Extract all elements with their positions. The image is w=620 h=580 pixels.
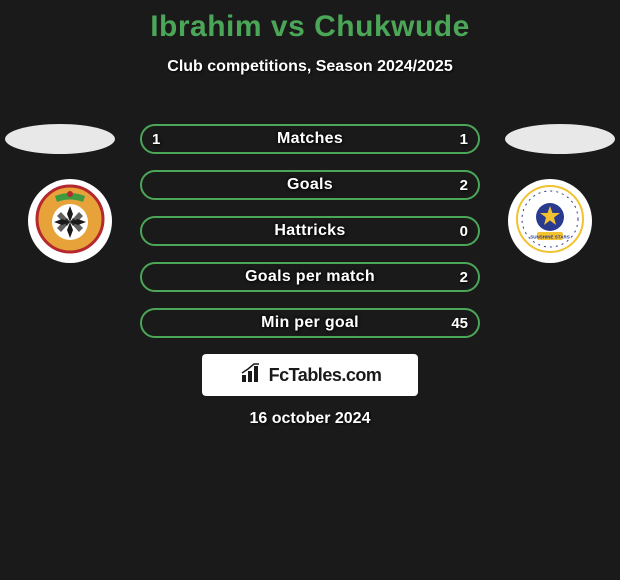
stat-bar-goals: Goals 2 <box>140 170 480 200</box>
vs-separator: vs <box>271 10 305 43</box>
kwara-united-icon <box>35 184 105 259</box>
stat-bars: 1 Matches 1 Goals 2 Hattricks 0 Goals pe… <box>140 124 480 354</box>
stat-label: Hattricks <box>142 218 478 244</box>
stat-label: Min per goal <box>142 310 478 336</box>
stat-bar-goals-per-match: Goals per match 2 <box>140 262 480 292</box>
player2-name: Chukwude <box>314 10 470 43</box>
subtitle: Club competitions, Season 2024/2025 <box>0 58 620 76</box>
club-badge-right: SUNSHINE STARS <box>508 179 592 263</box>
bar-chart-icon <box>239 361 263 390</box>
stat-right-value: 1 <box>460 126 468 152</box>
stat-label: Goals <box>142 172 478 198</box>
date-label: 16 october 2024 <box>0 410 620 428</box>
club-badge-left <box>28 179 112 263</box>
fctables-text: FcTables.com <box>269 365 382 386</box>
fctables-logo: FcTables.com <box>202 354 418 396</box>
stat-label: Goals per match <box>142 264 478 290</box>
stat-right-value: 45 <box>451 310 468 336</box>
stat-right-value: 2 <box>460 264 468 290</box>
oval-shadow-left <box>5 124 115 154</box>
stat-bar-matches: 1 Matches 1 <box>140 124 480 154</box>
stat-label: Matches <box>142 126 478 152</box>
comparison-title: Ibrahim vs Chukwude <box>0 0 620 44</box>
svg-text:SUNSHINE STARS: SUNSHINE STARS <box>530 234 569 239</box>
oval-shadow-right <box>505 124 615 154</box>
player1-name: Ibrahim <box>150 10 262 43</box>
stat-bar-min-per-goal: Min per goal 45 <box>140 308 480 338</box>
stat-right-value: 0 <box>460 218 468 244</box>
sunshine-stars-icon: SUNSHINE STARS <box>515 184 585 259</box>
stat-right-value: 2 <box>460 172 468 198</box>
stat-bar-hattricks: Hattricks 0 <box>140 216 480 246</box>
